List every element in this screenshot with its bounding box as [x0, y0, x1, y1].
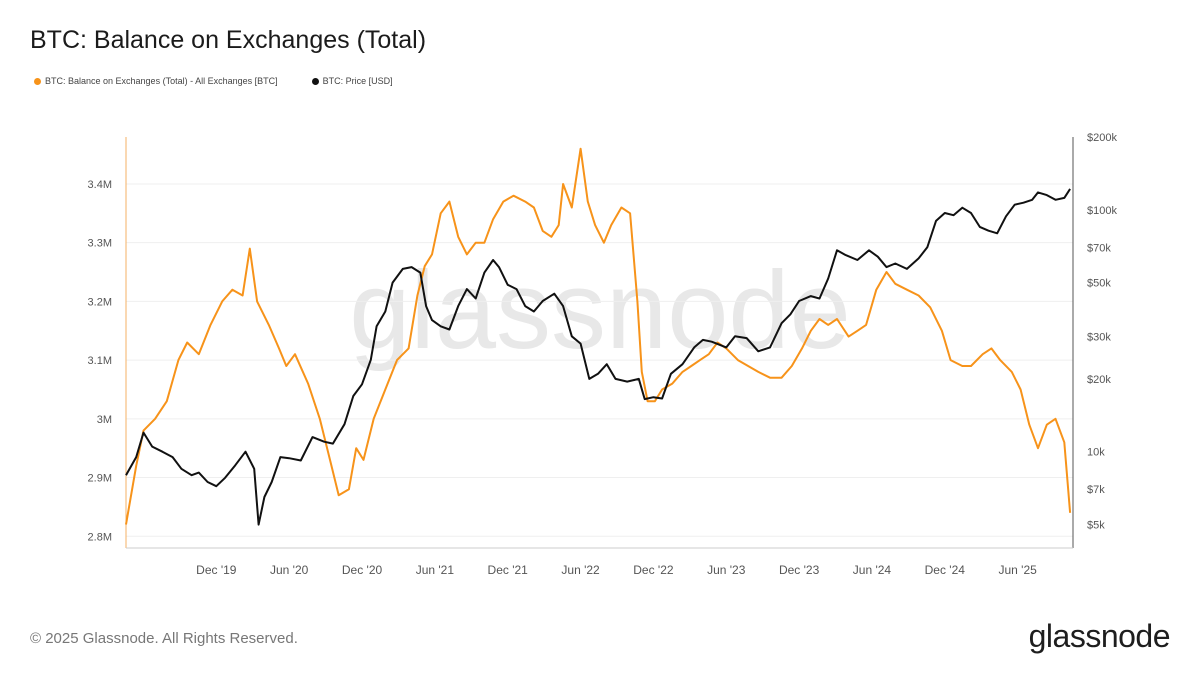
right-tick-label: $200k	[1087, 132, 1117, 144]
glassnode-logo[interactable]: glassnode	[1028, 618, 1171, 654]
right-tick-label: $5k	[1087, 520, 1105, 532]
left-tick-label: 3.4M	[88, 179, 112, 191]
x-tick-label: Dec '24	[925, 563, 966, 577]
right-tick-label: $7k	[1087, 484, 1105, 496]
left-tick-label: 3.3M	[88, 238, 112, 250]
legend-dot-balance	[34, 77, 41, 85]
right-tick-label: $30k	[1087, 331, 1111, 343]
x-tick-label: Jun '22	[561, 563, 600, 577]
legend-item-balance[interactable]: BTC: Balance on Exchanges (Total) - All …	[34, 76, 278, 86]
chart-svg[interactable]: glassnode 2.8M 2.9M 3M 3.1M 3.2M 3.3M 3.4M $5k…	[0, 0, 1200, 600]
x-tick-label: Dec '20	[342, 563, 383, 577]
legend-item-price[interactable]: BTC: Price [USD]	[311, 76, 393, 86]
chart-legend: BTC: Balance on Exchanges (Total) - All …	[34, 76, 393, 86]
grid-lines	[126, 183, 1073, 537]
copyright-text: © 2025 Glassnode. All Rights Reserved.	[30, 630, 298, 647]
price-series-line	[125, 188, 1071, 526]
left-tick-label: 3.2M	[88, 296, 112, 308]
x-tick-label: Jun '21	[416, 563, 455, 577]
right-tick-label: $20k	[1087, 374, 1111, 386]
series-group	[125, 147, 1072, 526]
x-tick-label: Jun '25	[998, 563, 1037, 577]
balance-series-line	[125, 147, 1072, 525]
x-tick-label: Dec '21	[488, 563, 529, 577]
left-tick-label: 3M	[97, 414, 112, 426]
left-tick-label: 2.8M	[88, 531, 112, 543]
x-tick-label: Dec '19	[196, 563, 237, 577]
watermark: glassnode	[349, 249, 851, 372]
right-axis: $5k $7k 10k $20k $30k $50k $70k $100k $200k	[1087, 132, 1117, 532]
left-tick-label: 2.9M	[88, 473, 112, 485]
left-tick-label: 3.1M	[88, 355, 112, 367]
right-tick-label: $70k	[1087, 242, 1111, 254]
legend-label-balance: BTC: Balance on Exchanges (Total) - All …	[45, 76, 278, 86]
legend-dot-price	[311, 77, 319, 85]
x-tick-label: Jun '23	[707, 563, 746, 577]
x-tick-label: Dec '23	[779, 563, 820, 577]
x-axis: Dec '19 Jun '20 Dec '20 Jun '21 Dec '21 Jun '…	[196, 563, 1037, 577]
x-tick-label: Jun '24	[853, 563, 892, 577]
x-tick-label: Jun '20	[270, 563, 309, 577]
right-tick-label: $50k	[1087, 278, 1111, 290]
right-tick-label: 10k	[1087, 447, 1105, 459]
left-axis: 2.8M 2.9M 3M 3.1M 3.2M 3.3M 3.4M	[88, 179, 112, 543]
right-tick-label: $100k	[1087, 205, 1117, 217]
x-tick-label: Dec '22	[633, 563, 674, 577]
legend-label-price: BTC: Price [USD]	[322, 76, 393, 86]
chart-title: BTC: Balance on Exchanges (Total)	[30, 26, 427, 54]
